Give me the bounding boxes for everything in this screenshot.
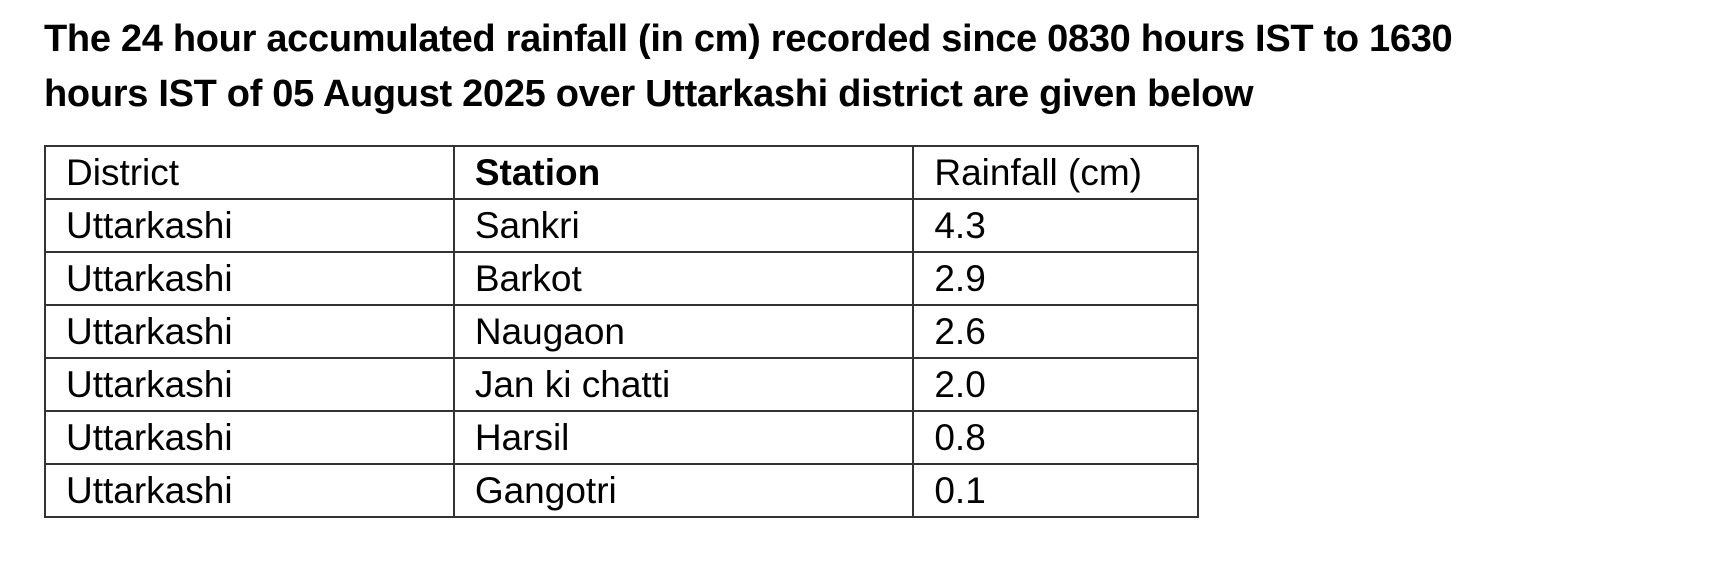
table-row: Uttarkashi Harsil 0.8	[44, 410, 1199, 465]
table-row: Uttarkashi Naugaon 2.6	[44, 304, 1199, 359]
cell-district: Uttarkashi	[44, 463, 455, 518]
cell-station: Jan ki chatti	[452, 357, 915, 412]
cell-rainfall: 0.8	[912, 410, 1199, 465]
table-row: Uttarkashi Sankri 4.3	[44, 198, 1199, 253]
cell-rainfall: 2.9	[912, 251, 1199, 306]
heading-line-2: hours IST of 05 August 2025 over Uttarka…	[44, 73, 1254, 115]
table-row: Uttarkashi Jan ki chatti 2.0	[44, 357, 1199, 412]
cell-rainfall: 0.1	[912, 463, 1199, 518]
header-station: Station	[452, 145, 915, 200]
cell-district: Uttarkashi	[44, 410, 455, 465]
cell-station: Gangotri	[452, 463, 915, 518]
cell-district: Uttarkashi	[44, 304, 455, 359]
cell-station: Barkot	[452, 251, 915, 306]
header-district: District	[44, 145, 455, 200]
table-row: Uttarkashi Barkot 2.9	[44, 251, 1199, 306]
rainfall-table: District Station Rainfall (cm) Uttarkash…	[44, 145, 1199, 518]
cell-district: Uttarkashi	[44, 251, 455, 306]
cell-rainfall: 2.6	[912, 304, 1199, 359]
table-header-row: District Station Rainfall (cm)	[44, 145, 1199, 200]
cell-station: Harsil	[452, 410, 915, 465]
table-row: Uttarkashi Gangotri 0.1	[44, 463, 1199, 518]
cell-district: Uttarkashi	[44, 198, 455, 253]
cell-district: Uttarkashi	[44, 357, 455, 412]
cell-station: Naugaon	[452, 304, 915, 359]
cell-rainfall: 4.3	[912, 198, 1199, 253]
heading-line-1: The 24 hour accumulated rainfall (in cm)…	[44, 18, 1453, 60]
cell-rainfall: 2.0	[912, 357, 1199, 412]
header-rainfall: Rainfall (cm)	[912, 145, 1199, 200]
cell-station: Sankri	[452, 198, 915, 253]
page-heading: The 24 hour accumulated rainfall (in cm)…	[44, 12, 1684, 122]
